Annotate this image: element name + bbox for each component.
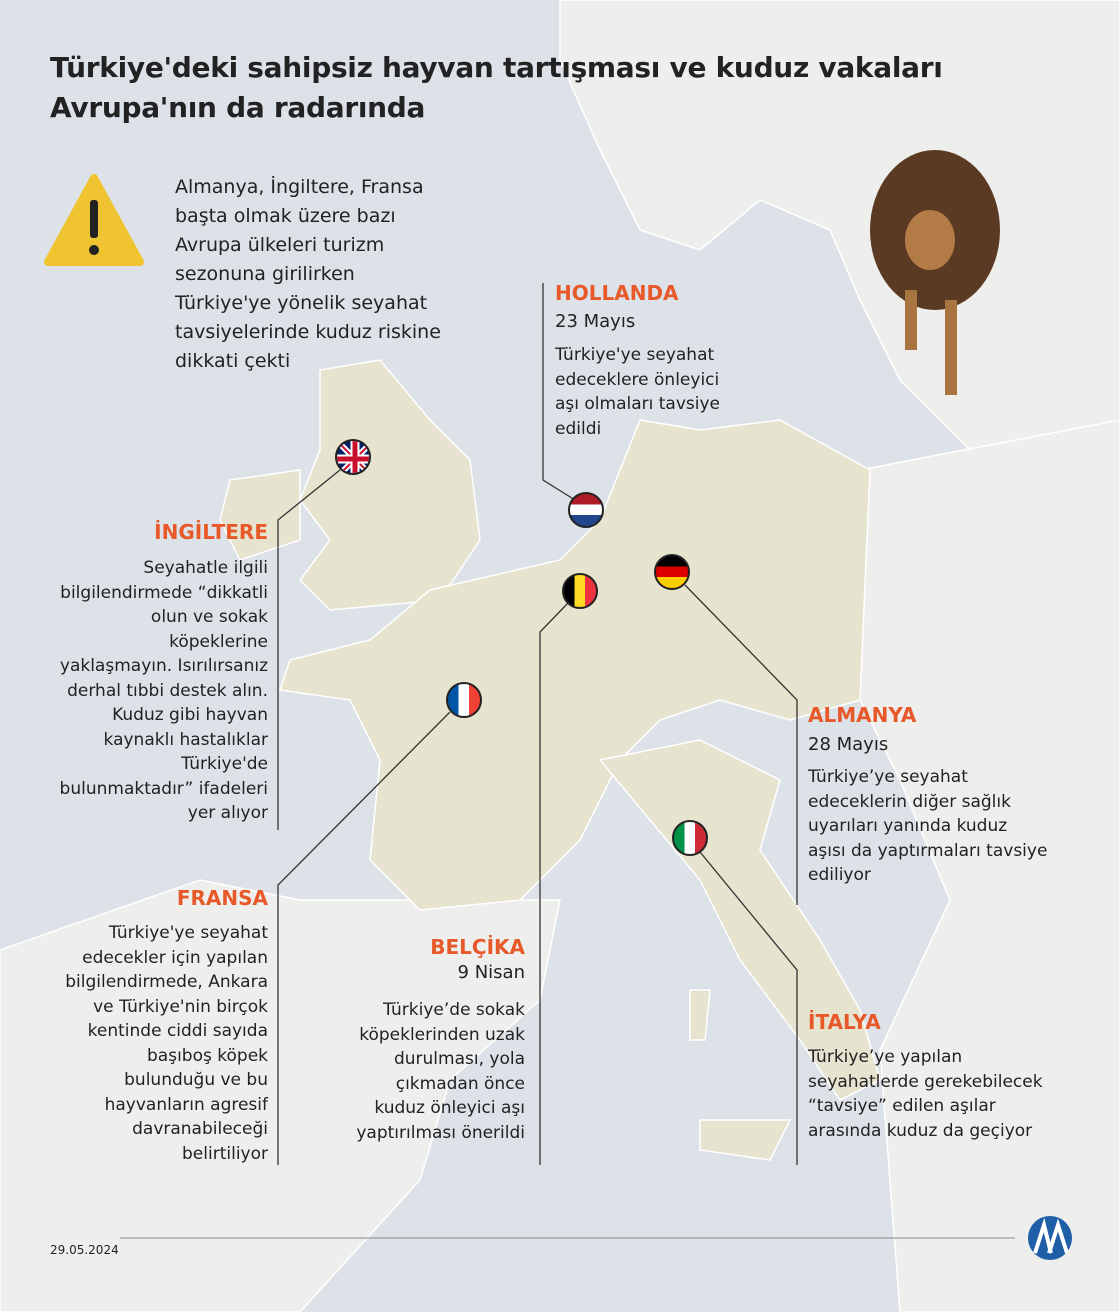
page-title: Türkiye'deki sahipsiz hayvan tartışması …	[50, 48, 943, 128]
aa-logo	[1027, 1215, 1073, 1261]
country-text: Türkiye'ye seyahat edecekler için yapıla…	[65, 923, 268, 1164]
country-name: İTALYA	[808, 1010, 881, 1034]
country-name: ALMANYA	[808, 703, 917, 727]
belgium-flag	[562, 573, 598, 609]
france-flag	[446, 682, 482, 718]
country-text: Türkiye’ye yapılan seyahatlerde gerekebi…	[808, 1047, 1043, 1141]
country-text: Türkiye'ye seyahat edeceklere önleyici a…	[555, 345, 721, 439]
germany-flag	[654, 554, 690, 590]
country-date: 23 Mayıs	[555, 311, 636, 332]
country-text: Türkiye’de sokak köpeklerinden uzak duru…	[356, 1000, 525, 1143]
publish-date: 29.05.2024	[50, 1243, 119, 1257]
title-line-2: Avrupa'nın da radarında	[50, 91, 426, 124]
intro-text: Almanya, İngiltere, Fransa başta olmak ü…	[175, 176, 441, 372]
netherlands-flag	[568, 492, 604, 528]
country-date: 9 Nisan	[457, 962, 525, 983]
country-name: HOLLANDA	[555, 281, 679, 305]
country-text: Seyahatle ilgili bilgilendirmede “dikkat…	[59, 558, 268, 823]
uk-flag	[335, 439, 371, 475]
country-name: İNGİLTERE	[154, 520, 268, 544]
country-text: Türkiye’ye seyahat edeceklerin diğer sağ…	[808, 767, 1048, 885]
country-name: FRANSA	[176, 886, 268, 910]
italy-flag	[672, 820, 708, 856]
country-name: BELÇİKA	[430, 935, 525, 959]
dog-photo	[870, 150, 1000, 395]
title-line-1: Türkiye'deki sahipsiz hayvan tartışması …	[50, 51, 943, 84]
country-date: 28 Mayıs	[808, 734, 889, 755]
warning-icon	[44, 174, 144, 266]
